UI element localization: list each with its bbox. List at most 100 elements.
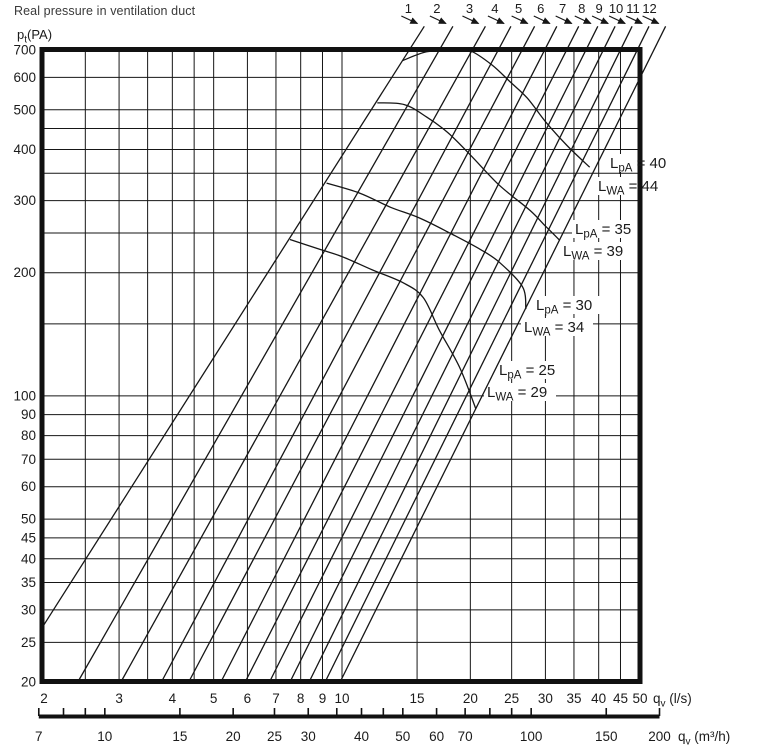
x-tick-label-m3h: 50 (395, 729, 410, 744)
arrow-icon (574, 15, 592, 25)
arrow-icon (591, 15, 609, 25)
x-tick-label-ls: 15 (410, 691, 425, 706)
noise-curve-lpa-30 (326, 182, 527, 310)
x-axis-m3h: 7 10 15 20 25 30 40 50 60 70 100 150 200 qv (m³/h) (35, 708, 730, 748)
arrow-icon (487, 15, 505, 25)
y-axis-title: pt(PA) (17, 27, 52, 46)
x-tick-label-ls: 30 (538, 691, 553, 706)
lpa-label: LpA = 30 (536, 297, 592, 317)
x-tick-label-m3h: 10 (97, 729, 112, 744)
y-tick-label: 50 (21, 512, 36, 527)
x-tick-label-ls: 45 (613, 691, 628, 706)
damper-position-number: 11 (626, 1, 640, 16)
damper-line-5 (188, 25, 536, 683)
chart-title: Real pressure in ventilation duct (14, 4, 196, 18)
damper-line-11 (324, 26, 650, 683)
x-tick-label-m3h: 150 (595, 729, 618, 744)
damper-position-number: 12 (642, 1, 656, 16)
x-tick-label-ls: 3 (115, 691, 123, 706)
y-tick-label: 45 (21, 530, 36, 545)
damper-line-12 (339, 26, 667, 683)
x-axis-unit-ls: qv (l/s) (653, 691, 692, 710)
y-tick-label: 70 (21, 452, 36, 467)
x-tick-label-m3h: 30 (301, 729, 316, 744)
y-tick-label: 500 (13, 102, 36, 117)
y-tick-label: 700 (13, 43, 36, 58)
y-tick-label: 25 (21, 635, 36, 650)
x-tick-label-m3h: 25 (267, 729, 282, 744)
x-tick-label-ls: 35 (566, 691, 581, 706)
y-tick-label: 200 (13, 265, 36, 280)
x-tick-label-m3h: 200 (648, 729, 671, 744)
lpa-label: LpA = 25 (499, 362, 555, 382)
arrow-icon (608, 15, 626, 25)
x-tick-label-ls: 25 (504, 691, 519, 706)
damper-line-6 (220, 26, 558, 683)
damper-position-number: 9 (595, 1, 602, 16)
x-tick-label-ls: 8 (297, 691, 305, 706)
damper-line-4 (160, 25, 512, 683)
lwa-label: LWA = 34 (524, 319, 584, 339)
x-tick-label-m3h: 20 (226, 729, 241, 744)
x-tick-label-ls: 4 (169, 691, 177, 706)
y-tick-label: 300 (13, 193, 36, 208)
y-axis: pt(PA)700 600 500 400 300 200 100 90 80 70 60 50 45 4… (13, 27, 52, 690)
arrow-icon (533, 15, 551, 25)
y-tick-label: 35 (21, 575, 36, 590)
x-tick-label-ls: 6 (244, 691, 252, 706)
lwa-label: LWA = 29 (487, 384, 547, 404)
x-tick-label-m3h: 15 (172, 729, 187, 744)
damper-position-number: 5 (515, 1, 522, 16)
y-tick-label: 100 (13, 388, 36, 403)
x-tick-label-m3h: 100 (520, 729, 543, 744)
noise-curves (289, 48, 591, 410)
damper-position-number: 8 (578, 1, 585, 16)
x-tick-label-ls: 5 (210, 691, 218, 706)
x-tick-label-m3h: 60 (429, 729, 444, 744)
arrow-icon (401, 15, 419, 25)
label-masks (484, 154, 679, 401)
noise-curve-lpa-25 (289, 238, 477, 410)
damper-position-number: 1 (405, 1, 412, 16)
damper-position-number: 10 (609, 1, 623, 16)
arrow-icon (625, 15, 643, 25)
y-tick-label: 40 (21, 551, 36, 566)
x-axis-unit-m3h: qv (m³/h) (678, 729, 730, 748)
damper-lines (43, 25, 667, 683)
damper-position-number: 3 (466, 1, 473, 16)
damper-line-1 (43, 25, 425, 626)
arrow-icon (462, 15, 480, 25)
noise-curve-lpa-35 (377, 102, 561, 241)
arrow-icon (429, 15, 447, 25)
lpa-label: LpA = 40 (610, 155, 666, 175)
x-axis-ls: 2 3 4 5 6 7 8 9 10 15 20 25 30 35 40 45 50 qv (l/s) (40, 691, 692, 710)
damper-line-2 (77, 25, 454, 683)
damper-line-8 (268, 26, 599, 683)
arrow-icon (642, 15, 660, 25)
y-tick-label: 600 (13, 70, 36, 85)
x-tick-label-ls: 10 (334, 691, 349, 706)
arrow-icon (511, 15, 529, 25)
x-tick-label-ls: 9 (319, 691, 327, 706)
damper-position-number: 7 (559, 1, 566, 16)
lwa-label: LWA = 39 (563, 243, 623, 263)
x-tick-label-ls: 20 (463, 691, 478, 706)
x-tick-label-m3h: 7 (35, 729, 43, 744)
damper-position-number: 6 (537, 1, 544, 16)
damper-line-10 (308, 26, 633, 683)
plot-border (39, 47, 643, 684)
x-tick-label-m3h: 70 (458, 729, 473, 744)
arrow-icon (555, 15, 573, 25)
x-tick-label-ls: 40 (591, 691, 606, 706)
damper-position-number: 4 (491, 1, 498, 16)
y-tick-label: 30 (21, 602, 36, 617)
damper-line-7 (244, 26, 580, 683)
x-tick-label-ls: 50 (632, 691, 647, 706)
y-tick-label: 90 (21, 407, 36, 422)
lpa-label: LpA = 35 (575, 221, 631, 241)
y-tick-label: 20 (21, 675, 36, 690)
damper-line-3 (120, 25, 486, 683)
